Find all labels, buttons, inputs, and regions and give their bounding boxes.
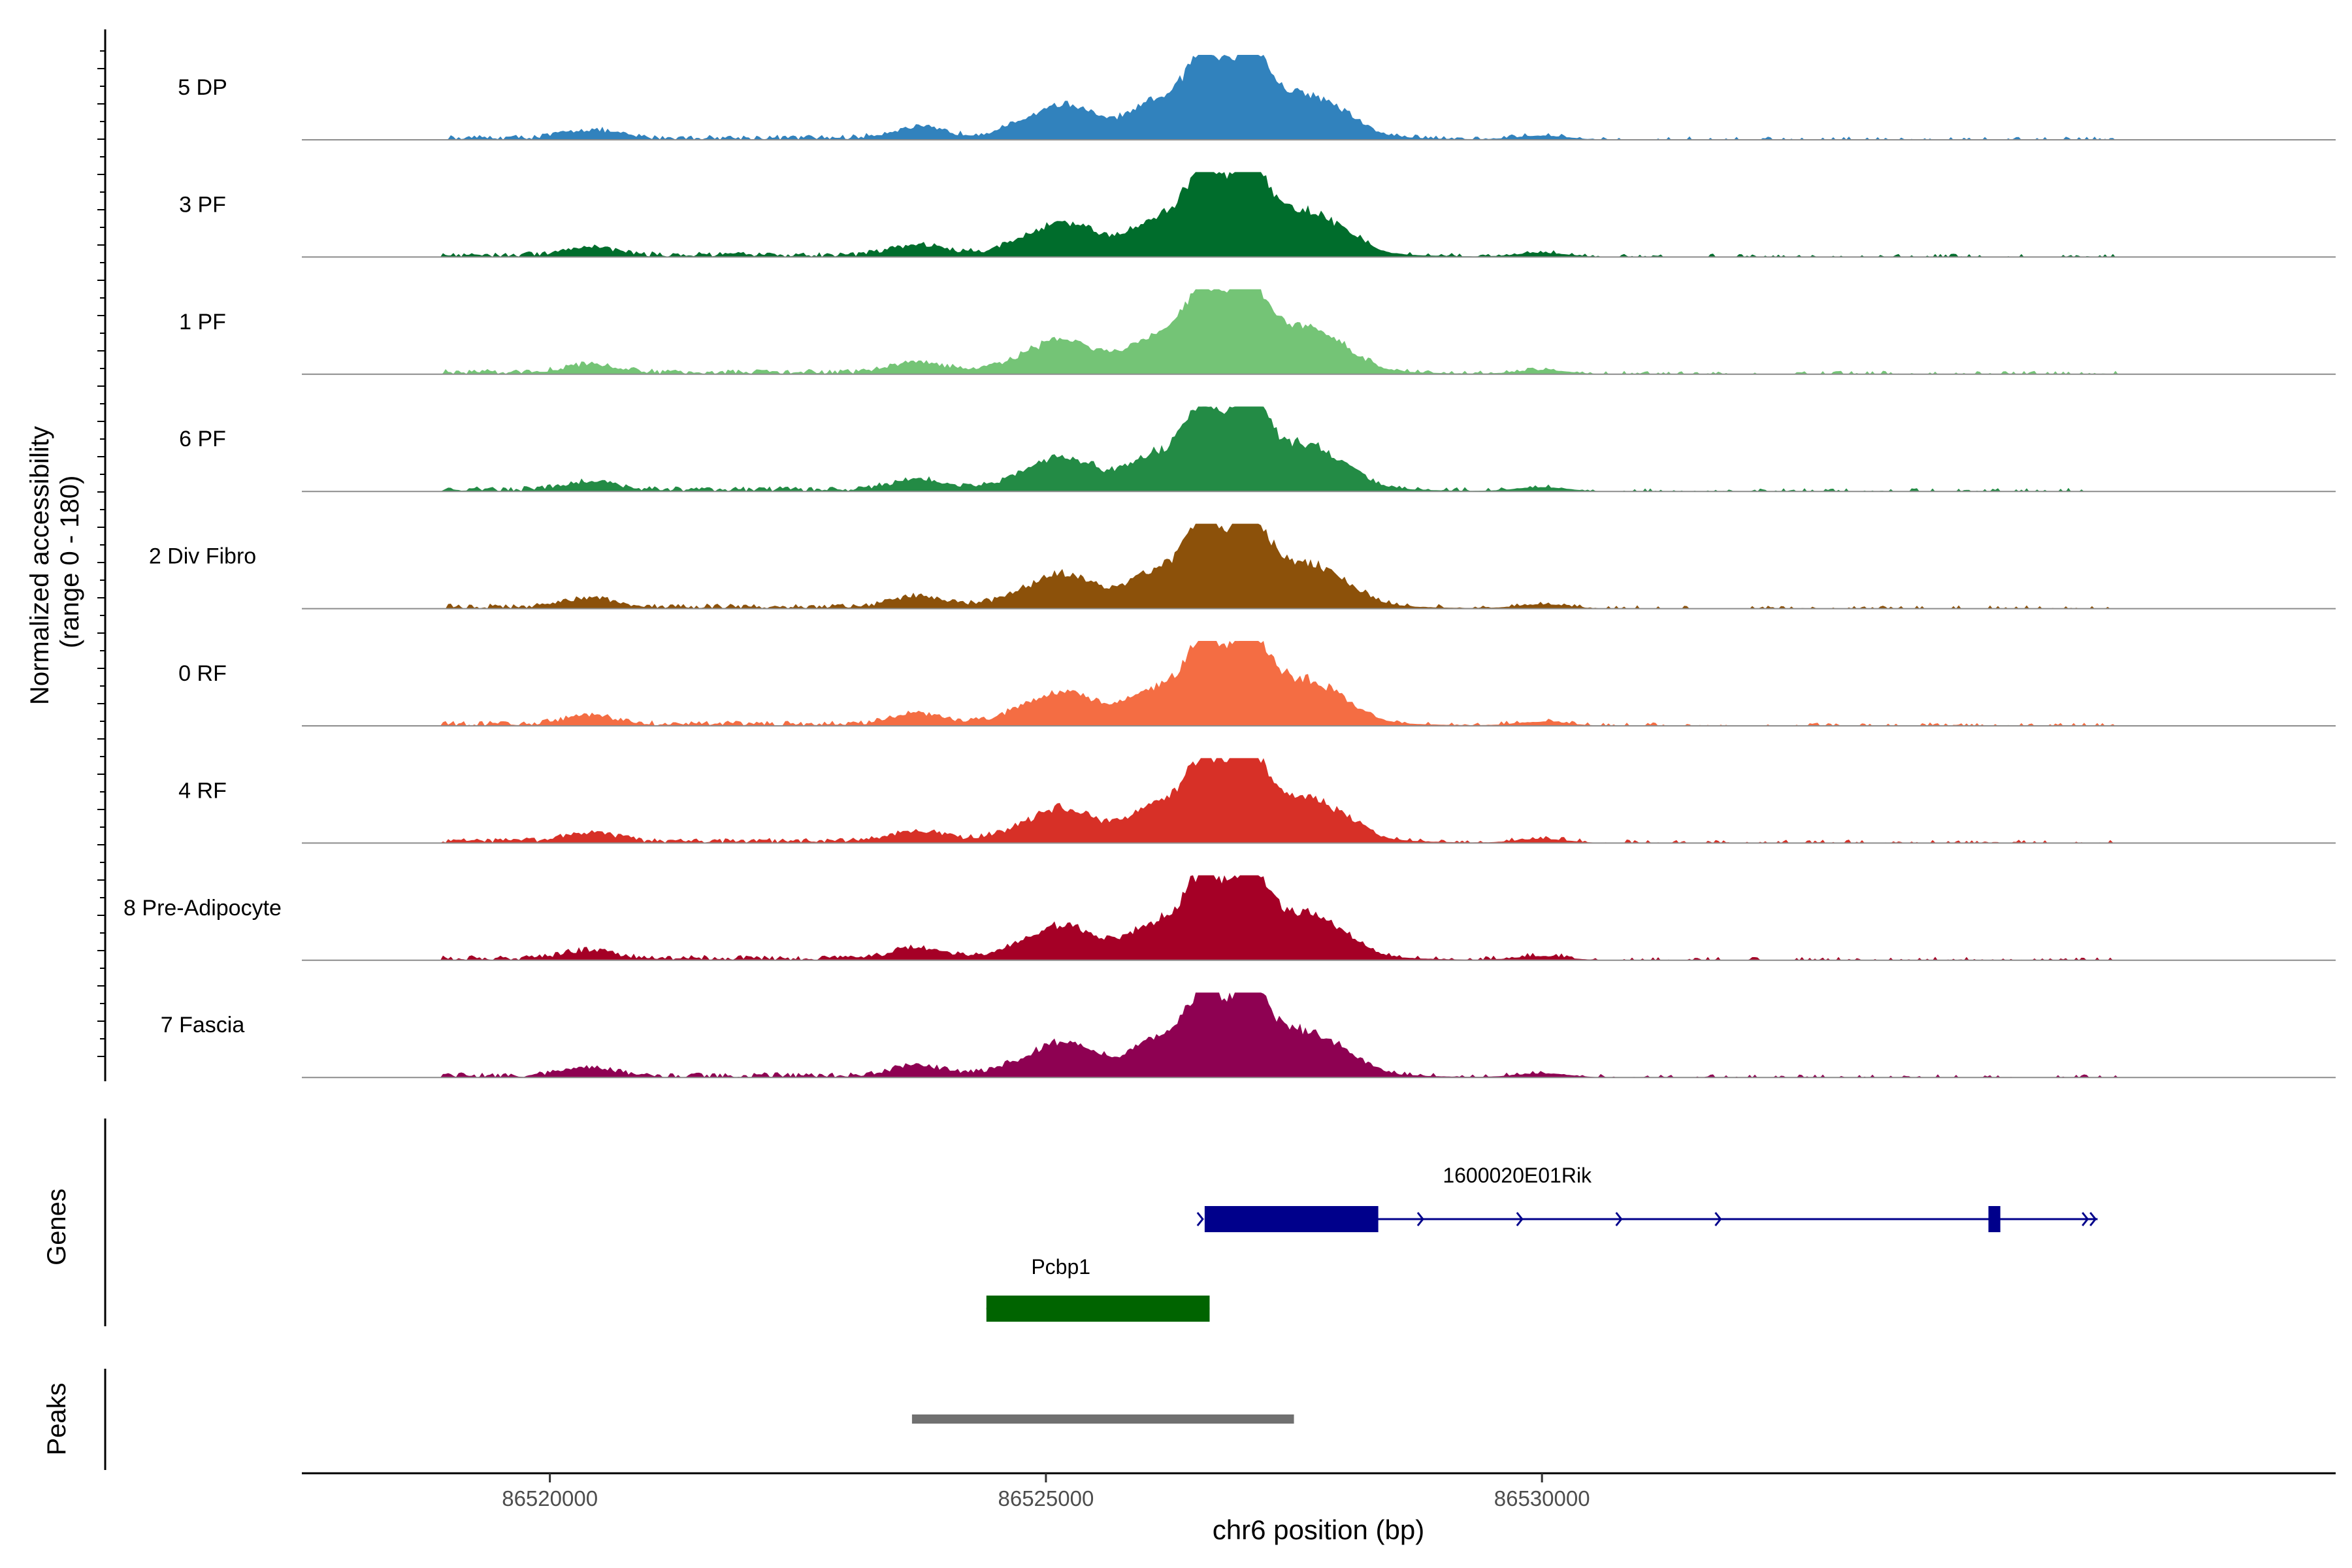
track-5-dp: 5 DP [178,55,2336,140]
track-8-pre-adipocyte: 8 Pre-Adipocyte [123,875,2336,961]
track-label: 6 PF [179,427,226,451]
peaks-panel-label: Peaks [42,1382,71,1455]
gene-label: Pcbp1 [1031,1255,1090,1279]
strand-arrow-icon [1615,1212,1623,1226]
coverage-area [302,55,2336,140]
x-tick-label: 86525000 [998,1486,1094,1511]
peak-annotations [911,1414,1294,1424]
track-label: 1 PF [179,310,226,335]
x-tick-label: 86520000 [502,1486,598,1511]
coverage-area [302,758,2336,843]
gene-1600020e01rik: 1600020E01Rik [1196,1164,2098,1232]
y-axis-title: Normalized accessibility (range 0 - 180) [25,419,84,705]
coverage-tracks: 5 DP 3 PF 1 PF 6 PF 2 Div Fibro 0 RF 4 RF 8 Pre… [123,55,2336,1079]
x-axis-title: chr6 position (bp) [1213,1514,1425,1545]
x-tick-label: 86530000 [1494,1486,1590,1511]
gene-annotations: 1600020E01Rik Pcbp1 [986,1164,2098,1322]
strand-arrow-icon [1196,1212,1204,1226]
strand-arrow-icon [2089,1212,2097,1226]
strand-arrow-icon [2082,1212,2089,1226]
track-0-rf: 0 RF [178,641,2336,727]
x-axis-ticks: 86520000 86525000 86530000 [502,1473,1590,1511]
strand-arrow-icon [1516,1212,1524,1226]
coverage-area [302,523,2336,609]
track-label: 7 Fascia [161,1013,245,1037]
gene-pcbp1: Pcbp1 [986,1255,1210,1322]
coverage-area [302,992,2336,1078]
track-label: 8 Pre-Adipocyte [123,896,282,921]
y-axis-title-line2: (range 0 - 180) [56,476,84,649]
track-1-pf: 1 PF [179,289,2336,375]
peak-region [911,1414,1294,1424]
track-2-div-fibro: 2 Div Fibro [149,523,2336,610]
track-label: 0 RF [178,661,227,686]
track-3-pf: 3 PF [179,172,2336,258]
track-label: 5 DP [178,75,227,100]
track-7-fascia: 7 Fascia [161,992,2336,1079]
track-4-rf: 4 RF [178,758,2336,844]
y-axis-title-line1: Normalized accessibility [25,426,54,705]
strand-arrow-icon [1416,1212,1424,1226]
genes-panel-label: Genes [42,1188,71,1266]
gene-exon [1988,1206,2001,1232]
strand-arrow-icon [1714,1212,1722,1226]
coverage-area [302,172,2336,257]
y-axis-ticks [97,50,105,1057]
gene-label: 1600020E01Rik [1443,1164,1592,1187]
gene-exon [1204,1206,1379,1232]
coverage-area [302,641,2336,726]
track-label: 2 Div Fibro [149,544,256,569]
coverage-area [302,289,2336,374]
track-label: 3 PF [179,192,226,217]
track-label: 4 RF [178,778,227,803]
gene-exon [986,1296,1210,1322]
track-6-pf: 6 PF [179,406,2336,493]
coverage-area [302,875,2336,960]
coverage-area [302,406,2336,492]
